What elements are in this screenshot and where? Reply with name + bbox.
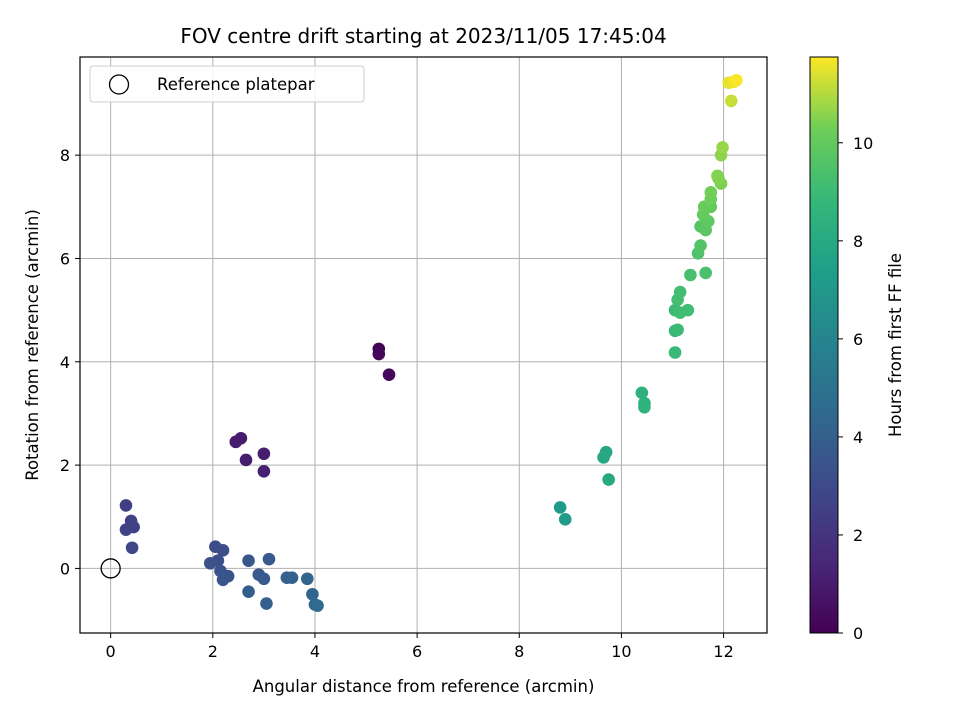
colorbar-tick-label: 8 — [853, 232, 863, 251]
colorbar-tick-label: 2 — [853, 526, 863, 545]
legend-reference-label: Reference platepar — [157, 75, 315, 94]
y-tick-label: 6 — [60, 249, 70, 268]
data-point — [638, 400, 651, 414]
data-point — [635, 386, 649, 400]
data-point — [285, 571, 299, 585]
data-points — [100, 73, 743, 612]
y-tick-label: 8 — [60, 146, 70, 165]
data-point — [711, 169, 724, 183]
colorbar-tick-label: 10 — [853, 134, 873, 153]
data-point — [257, 572, 271, 586]
data-point — [260, 597, 273, 610]
y-tick-label: 2 — [60, 456, 70, 475]
data-point — [716, 141, 729, 154]
colorbar-gradient — [809, 56, 839, 634]
y-axis: 0 2 4 6 8 — [60, 146, 80, 578]
colorbar-tick-label: 0 — [853, 624, 863, 643]
x-tick-label: 4 — [310, 642, 320, 661]
y-axis-label: Rotation from reference (arcmin) — [23, 209, 42, 481]
data-point — [203, 556, 217, 570]
data-point — [242, 554, 255, 567]
data-point — [216, 573, 230, 587]
data-point — [684, 268, 697, 282]
x-axis: 0 2 4 6 8 10 12 — [106, 633, 734, 661]
colorbar-label: Hours from first FF file — [886, 253, 905, 437]
x-tick-label: 8 — [514, 642, 524, 661]
legend-box — [89, 65, 365, 103]
data-point — [119, 499, 133, 512]
data-point — [234, 431, 248, 445]
data-point — [311, 599, 324, 612]
data-point — [300, 572, 314, 586]
data-point — [673, 285, 687, 299]
data-point — [257, 447, 271, 461]
x-axis-label: Angular distance from reference (arcmin) — [253, 677, 595, 696]
data-point — [239, 453, 253, 467]
y-tick-label: 4 — [60, 353, 70, 372]
data-point — [382, 368, 396, 382]
x-tick-label: 12 — [713, 642, 733, 661]
data-point — [699, 266, 713, 280]
data-point — [125, 541, 139, 555]
data-point — [694, 239, 707, 252]
x-tick-label: 6 — [412, 642, 422, 661]
data-point — [730, 73, 743, 87]
data-point — [681, 303, 695, 317]
colorbar-tick-label: 6 — [853, 330, 863, 349]
legend-reference-marker — [108, 74, 130, 95]
data-point — [668, 346, 682, 359]
colorbar-ticks: 0 2 4 6 8 10 — [838, 134, 873, 643]
data-point — [602, 473, 615, 486]
data-point — [372, 347, 386, 361]
data-point — [119, 523, 133, 536]
data-point — [558, 513, 572, 526]
data-point — [671, 323, 684, 337]
x-tick-label: 2 — [208, 642, 218, 661]
grid — [80, 57, 767, 633]
x-tick-label: 10 — [611, 642, 631, 661]
data-point — [724, 94, 738, 108]
data-point — [262, 552, 276, 566]
legend: Reference platepar — [89, 65, 365, 103]
chart-title: FOV centre drift starting at 2023/11/05 … — [180, 24, 666, 48]
data-point — [242, 585, 255, 598]
data-point — [704, 186, 718, 199]
colorbar: 0 2 4 6 8 10 Hours from first FF file — [809, 56, 905, 643]
plot-frame — [79, 56, 768, 634]
data-point — [306, 587, 319, 601]
y-tick-label: 0 — [60, 559, 70, 578]
reference-platepar-marker — [100, 558, 121, 579]
x-tick-label: 0 — [106, 642, 116, 661]
data-point — [216, 544, 230, 557]
colorbar-tick-label: 4 — [853, 428, 863, 447]
data-point — [257, 465, 271, 478]
data-point — [597, 451, 610, 464]
data-point — [553, 501, 567, 514]
